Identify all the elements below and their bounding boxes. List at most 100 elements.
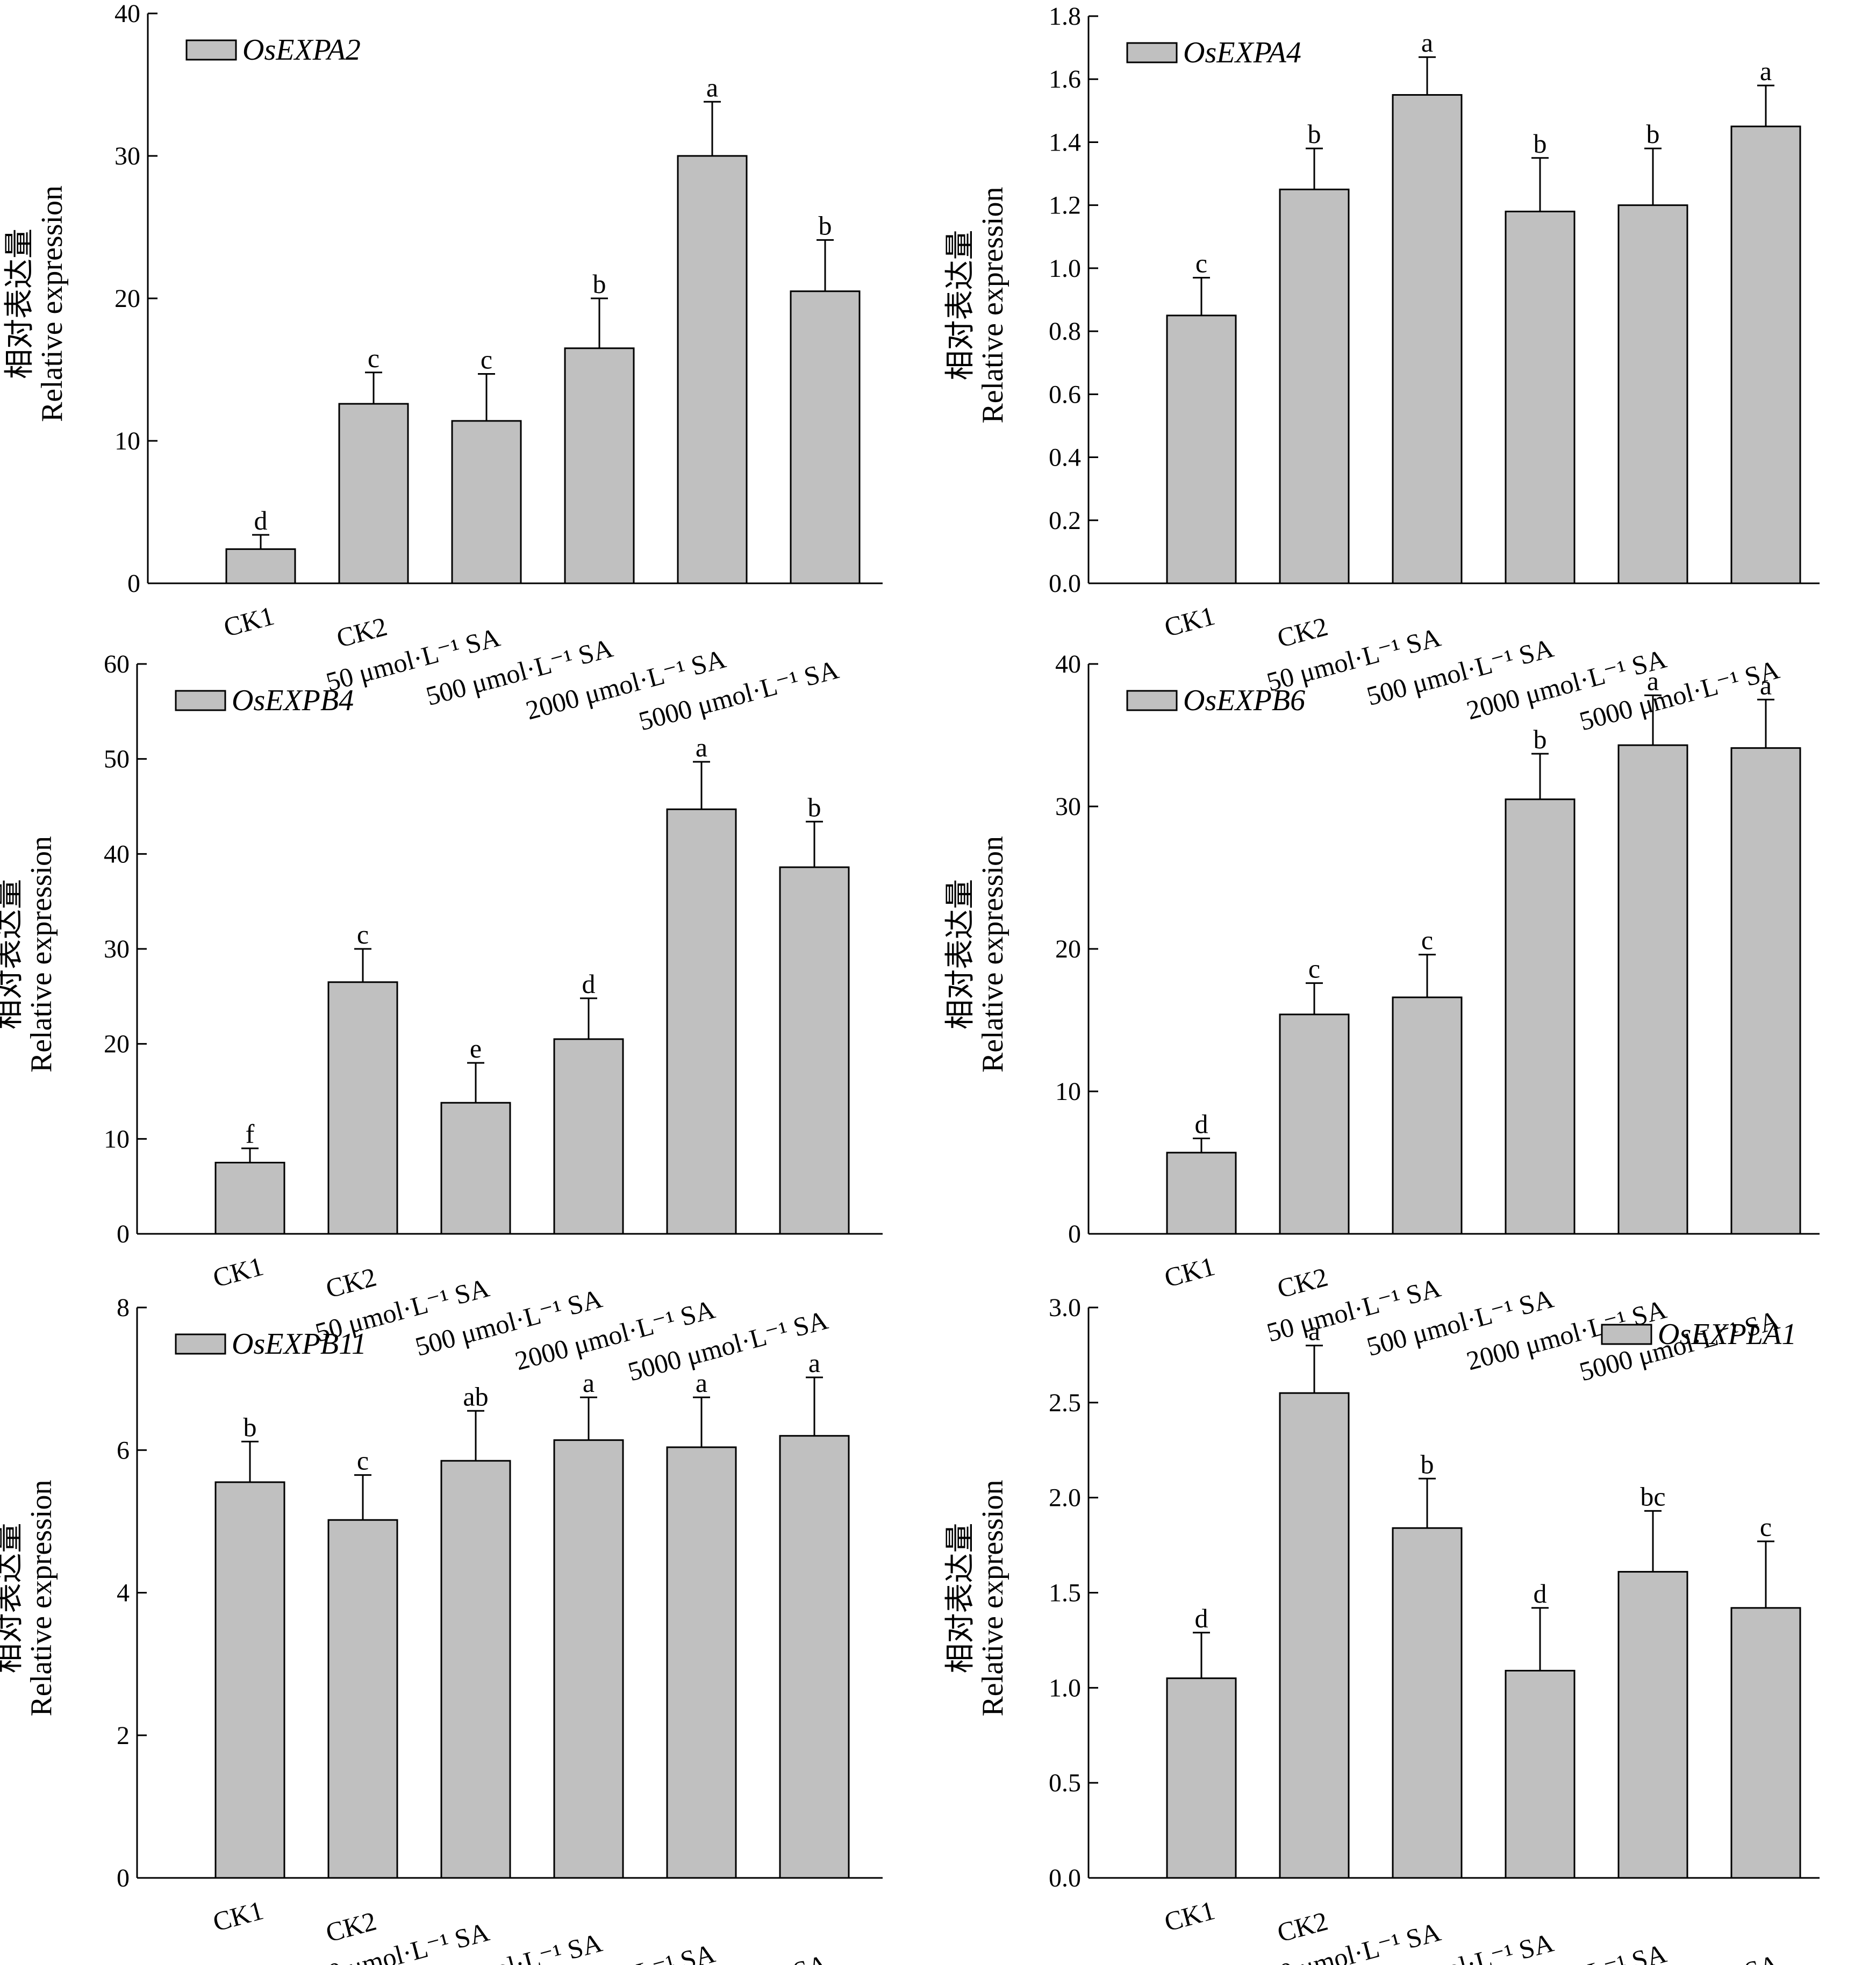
bar <box>1166 315 1237 584</box>
bar <box>1505 210 1576 584</box>
y-axis-title-en: Relative expression <box>25 1480 58 1716</box>
y-tick-label: 1.4 <box>1049 128 1081 156</box>
significance-letter: a <box>1760 670 1772 700</box>
significance-letter: b <box>808 792 821 822</box>
bar <box>1166 1677 1237 1879</box>
x-category-label: CK1 <box>220 601 277 643</box>
y-tick-label: 10 <box>1055 1077 1081 1106</box>
y-tick-label: 0.6 <box>1049 380 1081 409</box>
y-axis-title-en: Relative expression <box>25 836 58 1073</box>
legend-label: OsEXPB4 <box>232 684 354 717</box>
bar <box>1392 94 1463 584</box>
chart-panel-OsEXPA4: 0.0 0.2 0.4 0.6 0.8 1.0 1.2 1.4 1.6 1.8 相对表达量Relat… <box>944 2 1820 737</box>
bar <box>214 1162 285 1235</box>
significance-letter: a <box>808 1348 820 1378</box>
y-tick-label: 0 <box>117 1220 130 1248</box>
y-tick-label: 1.0 <box>1049 1674 1081 1702</box>
significance-letter: a <box>1308 1316 1320 1346</box>
y-axis-title-en: Relative expression <box>976 836 1009 1073</box>
significance-letter: c <box>481 344 492 374</box>
significance-letter: a <box>583 1368 595 1398</box>
y-tick-label: 1.0 <box>1049 254 1081 283</box>
y-tick-label: 0.8 <box>1049 317 1081 346</box>
significance-letter: c <box>357 919 369 949</box>
significance-letter: b <box>1308 119 1321 149</box>
significance-letter: b <box>593 269 606 299</box>
y-tick-label: 0.5 <box>1049 1769 1081 1797</box>
bar <box>225 548 296 584</box>
y-tick-label: 60 <box>104 650 130 678</box>
significance-letter: d <box>1195 1109 1208 1139</box>
bar <box>1617 1571 1688 1879</box>
significance-letter: a <box>706 72 718 102</box>
legend-label: OsEXPA4 <box>1183 36 1301 69</box>
bar <box>1279 1013 1350 1235</box>
bar <box>1617 744 1688 1235</box>
significance-letter: a <box>1760 56 1772 86</box>
significance-letter: a <box>696 1368 707 1398</box>
bar <box>790 290 861 584</box>
bar <box>677 155 748 584</box>
bar <box>666 1446 737 1879</box>
significance-letter: f <box>246 1119 255 1149</box>
x-category-label: CK1 <box>1161 601 1218 643</box>
significance-letter: c <box>1421 925 1433 955</box>
y-axis-title-cn: 相对表达量 <box>944 230 977 381</box>
y-tick-label: 2.0 <box>1049 1484 1081 1512</box>
bar <box>779 1435 850 1879</box>
y-tick-label: 2.5 <box>1049 1389 1081 1417</box>
significance-letter: b <box>1534 128 1547 159</box>
significance-letter: b <box>244 1412 257 1442</box>
legend-label: OsEXPA2 <box>242 33 361 67</box>
significance-letter: d <box>582 969 596 999</box>
bar <box>1392 996 1463 1235</box>
y-tick-label: 8 <box>117 1294 130 1322</box>
y-tick-label: 0 <box>1068 1220 1081 1248</box>
significance-letter: c <box>1308 954 1320 984</box>
significance-letter: c <box>1760 1512 1772 1542</box>
legend-swatch <box>185 39 237 61</box>
x-category-label: CK2 <box>1274 1906 1331 1948</box>
significance-letter: d <box>1534 1578 1547 1609</box>
significance-letter: b <box>1646 119 1660 149</box>
y-axis-title-cn: 相对表达量 <box>0 879 26 1030</box>
bar <box>327 1519 398 1879</box>
significance-letter: c <box>357 1446 369 1476</box>
y-axis-title-cn: 相对表达量 <box>3 228 37 379</box>
x-category-label: CK1 <box>1161 1251 1218 1294</box>
y-tick-label: 20 <box>104 1030 130 1059</box>
significance-letter: a <box>1647 666 1659 696</box>
significance-letter: c <box>1195 248 1207 278</box>
y-axis-title-en: Relative expression <box>976 187 1009 423</box>
significance-letter: b <box>819 210 832 240</box>
bar <box>440 1460 511 1879</box>
significance-letter: a <box>1421 27 1433 58</box>
y-tick-label: 30 <box>1055 792 1081 821</box>
y-tick-label: 1.8 <box>1049 2 1081 31</box>
y-tick-label: 20 <box>1055 935 1081 963</box>
significance-letter: e <box>470 1033 482 1063</box>
x-category-label: CK2 <box>323 1262 380 1304</box>
bar <box>214 1481 285 1879</box>
y-tick-label: 1.6 <box>1049 65 1081 94</box>
significance-letter: a <box>696 732 707 762</box>
significance-letter: c <box>368 343 380 373</box>
bar <box>1730 1607 1801 1879</box>
y-tick-label: 40 <box>1055 650 1081 678</box>
y-tick-label: 50 <box>104 745 130 774</box>
x-category-label: CK1 <box>210 1251 267 1294</box>
y-axis-title-cn: 相对表达量 <box>944 1523 977 1674</box>
y-tick-label: 20 <box>114 284 140 313</box>
bar <box>1279 1392 1350 1879</box>
legend-label: OsEXPLA1 <box>1658 1318 1796 1351</box>
x-category-label: CK1 <box>210 1895 267 1938</box>
bar <box>1730 747 1801 1235</box>
bar <box>779 866 850 1235</box>
legend-label: OsEXPB11 <box>232 1327 367 1361</box>
y-tick-label: 10 <box>104 1125 130 1153</box>
y-tick-label: 1.2 <box>1049 191 1081 220</box>
